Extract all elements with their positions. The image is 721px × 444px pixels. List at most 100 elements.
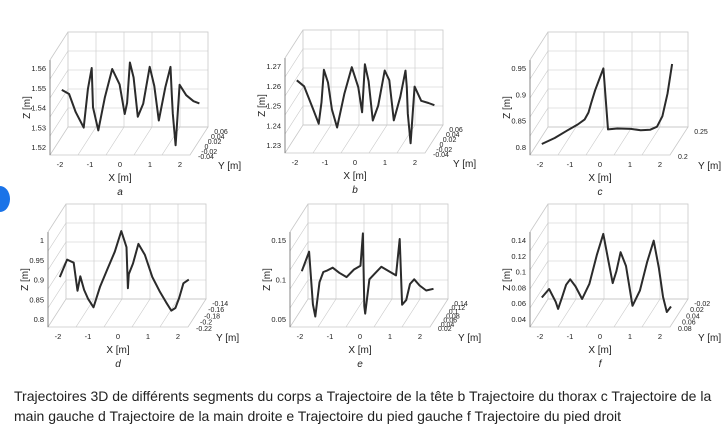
panel-a-floor-gridline — [133, 126, 153, 156]
figure-panels: 1.561.551.541.531.52-2 -1 0 1 20.060.040.020… — [20, 29, 721, 370]
panel-b-y-tick: -0.02 — [436, 147, 452, 154]
panel-d-z-tick: 0.85 — [29, 295, 44, 304]
panel-c-x-tick: 0 — [598, 160, 602, 169]
panel-e-z-tick: 0.1 — [276, 276, 286, 285]
panel-f-x-tick: 0 — [598, 332, 602, 341]
panel-c-x-tick: -1 — [567, 160, 574, 169]
panel-f-y-tick: 0.02 — [690, 307, 704, 314]
panel-b-floor-gridline — [368, 124, 388, 154]
panel-e-top-edge — [289, 203, 309, 233]
panel-d-x-tick: 1 — [146, 332, 150, 341]
panel-d-x-label: X [m] — [106, 345, 130, 356]
panel-b-side-gridline — [284, 48, 304, 78]
panel-d-z-tick: 1 — [40, 236, 44, 245]
panel-f-y-tick: 0.06 — [682, 320, 696, 327]
panel-a-x-tick: 0 — [118, 160, 122, 169]
panel-a-floor — [49, 126, 209, 156]
panel-d-trajectory — [58, 230, 190, 312]
panel-e-side-gridline — [289, 241, 309, 271]
panel-b-top-edge — [284, 29, 304, 59]
panel-a-x-tick: 2 — [178, 160, 182, 169]
panel-b-x-tick: -1 — [322, 158, 329, 167]
panel-e-x-tick: 1 — [388, 332, 392, 341]
panel-b-x-tick: 2 — [413, 158, 417, 167]
panel-e-y-tick: 0.02 — [438, 326, 452, 333]
panel-b-floor-gridline — [340, 124, 360, 154]
panel-c-side-gridline — [529, 69, 549, 99]
panel-f-floor-gridline — [557, 298, 577, 328]
panel-c-floor — [529, 126, 689, 156]
panel-f-letter: f — [599, 359, 603, 370]
panel-c-z-tick: 0.95 — [511, 64, 526, 73]
panel-c-y-label: Y [m] — [698, 161, 721, 172]
panel-f-z-tick: 0.04 — [511, 315, 526, 324]
panel-c-side-gridline — [529, 107, 549, 137]
panel-e-x-tick: -2 — [297, 332, 304, 341]
panel-a-z-tick: 1.56 — [31, 64, 46, 73]
panel-b-y-tick: 0 — [439, 142, 443, 149]
panel-e-y-tick: 0.14 — [454, 301, 468, 308]
panel-d-floor — [47, 298, 207, 328]
carousel-indicator[interactable] — [0, 186, 10, 212]
panel-e-x-tick: 2 — [418, 332, 422, 341]
panel-e-side-gridline — [289, 279, 309, 309]
panel-d-letter: d — [115, 359, 121, 370]
panel-f-side-gridline — [529, 260, 549, 290]
panel-e-z-tick: 0.15 — [271, 236, 286, 245]
panel-d-x-tick: 2 — [176, 332, 180, 341]
panel-b-y-tick: 0.06 — [449, 127, 463, 134]
panel-f-top-edge — [529, 203, 549, 233]
panel-d-z-tick: 0.95 — [29, 256, 44, 265]
panel-f-z-tick: 0.12 — [511, 252, 526, 261]
panel-b-y-tick: 0.02 — [443, 137, 457, 144]
panel-e-x-tick: -1 — [327, 332, 334, 341]
panel-a-y-tick: 0.04 — [211, 134, 225, 141]
panel-f-y-tick: -0.02 — [694, 301, 710, 308]
panel-f-floor-gridline — [641, 298, 661, 328]
panel-b-side-gridline — [284, 105, 304, 135]
panel-e-floor-gridline — [345, 298, 365, 328]
panel-a-x-tick: -2 — [57, 160, 64, 169]
panel-a-x-tick: 1 — [148, 160, 152, 169]
panel-d-y-label: Y [m] — [216, 333, 239, 344]
panel-a-x-label: X [m] — [108, 173, 132, 184]
panel-b-z-tick: 1.24 — [266, 121, 281, 130]
panel-b-letter: b — [352, 185, 358, 196]
panel-a-side-gridline — [49, 107, 69, 137]
panel-d-floor-gridline — [159, 298, 179, 328]
panel-d-z-tick: 0.9 — [34, 276, 44, 285]
panel-b-x-tick: 1 — [383, 158, 387, 167]
panel-d-y-tick: -0.16 — [208, 307, 224, 314]
panel-e-x-label: X [m] — [348, 345, 372, 356]
panel-c-top-edge — [529, 31, 549, 61]
panel-e-floor-gridline — [401, 298, 421, 328]
panel-a-top-edge — [49, 31, 69, 61]
panel-d-z-label: Z [m] — [20, 268, 31, 291]
panel-e-floor-gridline — [373, 298, 393, 328]
panel-c-y-tick: 0.2 — [678, 154, 688, 161]
panel-d-side-gridline — [47, 260, 67, 290]
panel-e-y-label: Y [m] — [458, 333, 481, 344]
panel-a-z-label: Z [m] — [22, 96, 33, 119]
panel-c-floor-gridline — [557, 126, 577, 156]
panel-d-x-tick: 0 — [116, 332, 120, 341]
panel-e-y-tick: 0.06 — [443, 318, 457, 325]
panel-c-y-tick: 0.25 — [694, 129, 708, 136]
panel-f-y-tick: 0.04 — [686, 313, 700, 320]
panel-a-floor-gridline — [105, 126, 125, 156]
panel-f-x-tick: -2 — [537, 332, 544, 341]
panel-e-side-gridline — [289, 222, 309, 252]
panel-a-y-tick: 0.06 — [214, 129, 228, 136]
panel-b-z-tick: 1.25 — [266, 102, 281, 111]
panel-f-x-tick: -1 — [567, 332, 574, 341]
panel-a-y-tick: 0 — [204, 144, 208, 151]
panel-d-y-tick: -0.18 — [204, 313, 220, 320]
panel-d-side-gridline — [47, 222, 67, 252]
panel-f-side-gridline — [529, 241, 549, 271]
panel-e-y-tick: 0.12 — [452, 305, 466, 312]
panel-c-z-label: Z [m] — [502, 96, 513, 119]
panel-e-trajectory — [300, 232, 434, 318]
panel-c-floor-gridline — [641, 126, 661, 156]
panel-c-floor-gridline — [585, 126, 605, 156]
panel-e-side-gridline — [289, 260, 309, 290]
